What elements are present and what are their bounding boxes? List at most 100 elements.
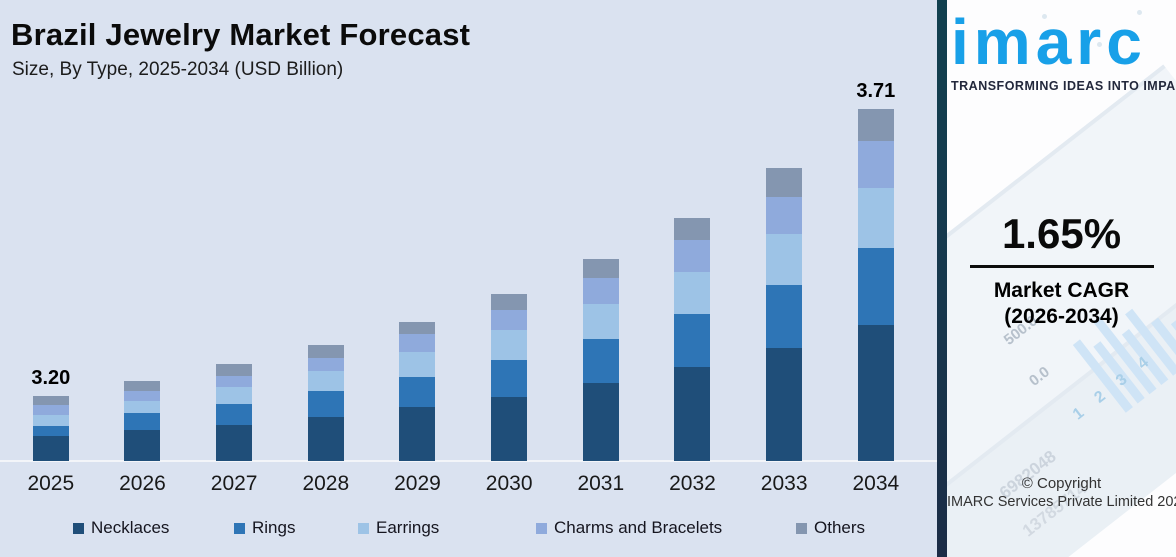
watermark-dot [1042,14,1047,19]
legend-swatch [358,522,369,534]
cagr-value: 1.65% [1001,210,1122,257]
segment-necklaces [857,325,894,461]
segment-others [674,218,711,240]
bar-2030: 2030 [486,294,533,495]
segment-earrings [124,401,161,413]
bar-2026: 2026 [119,381,166,495]
segment-necklaces [399,407,436,461]
segment-necklaces [766,348,803,461]
x-axis-label-2026: 2026 [119,472,166,495]
cagr-period: (2026-2034) [1004,305,1119,329]
segment-earrings [491,330,528,360]
legend-item-rings: Rings [234,518,295,538]
stacked-bar-chart: 3.20 2025 2026 2027 2028 2029 2030 2031 2032 2033… [0,80,937,495]
legend-item-necklaces: Necklaces [73,518,169,538]
x-axis-label-2027: 2027 [210,472,258,495]
segment-charms-and-bracelets [124,391,161,401]
segment-charms-and-bracelets [216,376,253,387]
segment-others [766,168,803,197]
chart-legend: Necklaces Rings Earrings Charms and Bracele… [0,518,937,548]
segment-necklaces [124,430,161,461]
x-axis-label-2034: 2034 [852,472,900,495]
segment-rings [582,339,619,383]
bar-2034: 3.71 2034 [852,80,899,495]
copyright-line: IMARC Services Private Limited 2026 [947,494,1176,510]
segment-charms-and-bracelets [857,141,894,188]
bar-value-label: 3.20 [31,367,71,389]
x-axis-label-2031: 2031 [577,472,625,495]
segment-charms-and-bracelets [399,334,436,352]
legend-swatch [796,522,807,534]
segment-rings [216,404,253,425]
x-axis-line [0,460,937,462]
cagr-block: 1.65% Market CAGR (2026-2034) [947,210,1176,331]
segment-earrings [399,352,436,377]
segment-rings [491,360,528,397]
segment-others [32,396,69,405]
x-axis-label-2033: 2033 [760,472,808,495]
segment-necklaces [216,425,253,461]
segment-charms-and-bracelets [582,278,619,304]
legend-label: Earrings [376,518,440,537]
page-title: Brazil Jewelry Market Forecast [11,17,471,52]
bar-2032: 2032 [669,218,716,495]
legend-label: Charms and Bracelets [554,518,723,537]
segment-charms-and-bracelets [766,197,803,234]
segment-charms-and-bracelets [491,310,528,330]
segment-earrings [857,188,894,248]
segment-others [399,322,436,334]
bar-2025: 3.20 2025 [27,367,74,495]
segment-necklaces [582,383,619,461]
bar-2028: 2028 [302,345,349,495]
segment-others [124,381,161,391]
x-axis-label-2025: 2025 [27,472,75,495]
legend-item-others: Others [796,518,865,538]
copyright-notice: © Copyright IMARC Services Private Limit… [947,475,1176,510]
segment-others [216,364,253,376]
watermark-dot [1137,10,1142,15]
x-axis-label-2028: 2028 [302,472,350,495]
segment-necklaces [674,367,711,461]
segment-others [857,109,894,141]
bar-value-label: 3.71 [856,80,896,102]
bar-2027: 2027 [211,364,257,495]
segment-rings [307,391,344,417]
watermark-dot [1097,42,1102,47]
legend-swatch [73,522,84,534]
segment-earrings [674,272,711,314]
cagr-label: Market CAGR [993,279,1130,302]
imarc-logo-text: imarc [951,6,1147,78]
segment-rings [766,285,803,348]
segment-others [582,259,619,278]
legend-item-charms-and-bracelets: Charms and Bracelets [536,518,722,538]
segment-rings [857,248,894,325]
divider-strip [937,0,947,557]
segment-charms-and-bracelets [32,405,69,415]
segment-earrings [32,415,69,426]
x-axis-label-2029: 2029 [394,472,441,495]
legend-item-earrings: Earrings [358,518,439,538]
cagr-divider-line [969,265,1154,268]
sidebar-content: 500.0 0.0 1 2 3 4 6982048 13785714 imarc… [937,0,1176,557]
segment-others [307,345,344,358]
x-axis-label-2030: 2030 [485,472,533,495]
legend-swatch [536,522,547,534]
imarc-logo-tagline: TRANSFORMING IDEAS INTO IMPACT [951,78,1176,93]
segment-rings [674,314,711,367]
segment-rings [124,413,161,430]
imarc-logo: imarc TRANSFORMING IDEAS INTO IMPACT [951,2,1176,93]
bar-2031: 2031 [577,259,624,495]
page-subtitle: Size, By Type, 2025-2034 (USD Billion) [12,59,344,80]
segment-necklaces [32,436,69,461]
segment-earrings [766,234,803,285]
legend-label: Necklaces [91,518,170,537]
segment-earrings [307,371,344,391]
chart-panel: Brazil Jewelry Market Forecast Size, By … [0,17,937,548]
legend-swatch [234,522,245,534]
segment-rings [32,426,69,436]
segment-charms-and-bracelets [307,358,344,371]
segment-necklaces [307,417,344,461]
legend-label: Others [814,518,866,537]
segment-others [491,294,528,310]
brand-sidebar: 500.0 0.0 1 2 3 4 6982048 13785714 imarc… [937,0,1176,557]
